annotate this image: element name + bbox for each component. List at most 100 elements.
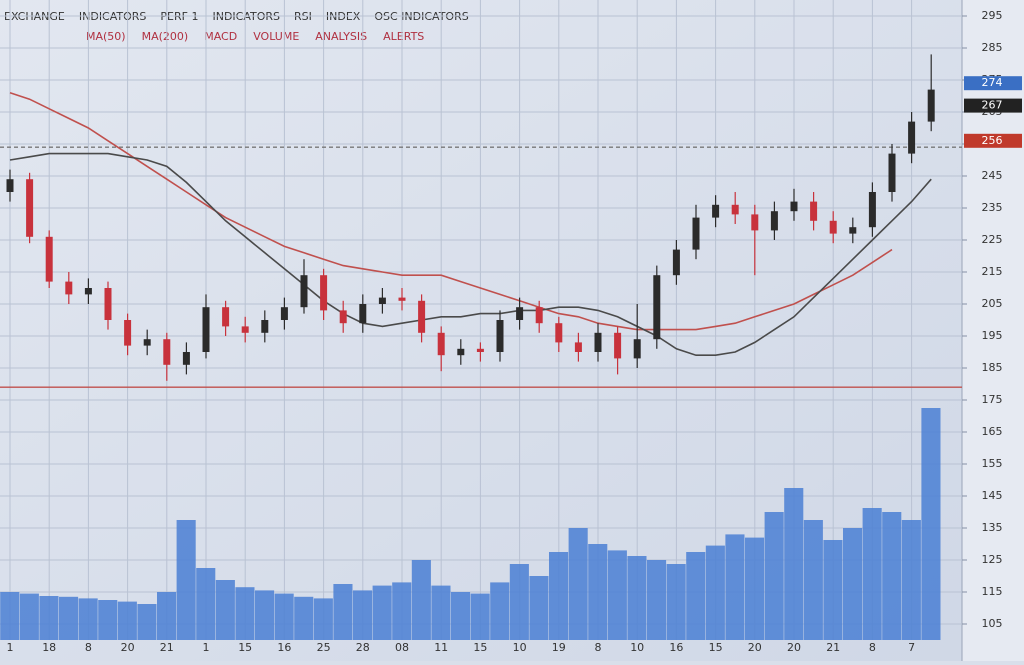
- price-tag: [964, 98, 1022, 113]
- y-tick-label: 135: [982, 521, 1003, 534]
- volume-bar: [215, 580, 235, 640]
- price-tag-label: 256: [982, 134, 1003, 147]
- x-tick-label: 11: [434, 641, 448, 654]
- indicator-item: MA(200): [142, 30, 189, 43]
- x-tick-label: 8: [869, 641, 876, 654]
- candle-body: [633, 339, 641, 359]
- candle-body: [437, 332, 445, 356]
- price-tag: [964, 76, 1022, 91]
- x-tick-label: 20: [748, 641, 762, 654]
- candle-body: [908, 121, 916, 154]
- volume-bar: [157, 592, 177, 640]
- y-tick-label: 155: [982, 457, 1003, 470]
- candle-body: [320, 275, 328, 311]
- candle-body: [163, 339, 171, 365]
- volume-bar: [509, 564, 529, 640]
- candle-body: [927, 89, 935, 122]
- volume-bar: [117, 601, 137, 640]
- moving-average: [9, 92, 893, 331]
- volume-bar: [745, 537, 765, 640]
- x-tick-label: 1: [203, 641, 210, 654]
- y-tick-label: 245: [982, 169, 1003, 182]
- y-tick-label: 285: [982, 41, 1003, 54]
- volume-bar: [901, 520, 921, 640]
- volume-bar: [451, 592, 471, 640]
- indicator-item: ALERTS: [383, 30, 424, 43]
- volume-bar: [39, 596, 59, 640]
- candle-body: [280, 307, 288, 320]
- candle-body: [104, 288, 112, 320]
- price-tag: [964, 133, 1022, 148]
- x-tick-label: 21: [160, 641, 174, 654]
- candle-body: [222, 307, 230, 327]
- volume-bar: [803, 520, 823, 640]
- x-tick-label: 28: [356, 641, 370, 654]
- volume-bar: [882, 512, 902, 640]
- indicator-item: MACD: [204, 30, 237, 43]
- x-tick-label: 7: [908, 641, 915, 654]
- candle-body: [418, 300, 426, 333]
- candle-body: [829, 220, 837, 234]
- volume-bar: [235, 587, 255, 640]
- candle-body: [810, 201, 818, 221]
- volume-bar: [627, 556, 647, 640]
- y-tick-label: 195: [982, 329, 1003, 342]
- candle-body: [614, 332, 622, 359]
- volume-bar: [78, 598, 98, 640]
- candle-body: [516, 307, 524, 320]
- candle-body: [84, 288, 92, 295]
- candle-body: [182, 352, 190, 365]
- x-tick-label: 8: [85, 641, 92, 654]
- volume-bar: [137, 604, 157, 640]
- x-tick-label: 21: [826, 641, 840, 654]
- x-tick-label: 18: [42, 641, 56, 654]
- candle-body: [241, 326, 249, 333]
- y-tick-label: 185: [982, 361, 1003, 374]
- moving-average: [9, 152, 932, 356]
- x-tick-label: 15: [709, 641, 723, 654]
- volume-bar: [431, 585, 451, 640]
- volume-bar: [59, 596, 79, 640]
- x-tick-label: 16: [277, 641, 291, 654]
- x-tick-label: 25: [317, 641, 331, 654]
- y-tick-label: 115: [982, 585, 1003, 598]
- candle-body: [45, 236, 53, 282]
- volume-bar: [666, 564, 686, 640]
- candle-body: [378, 297, 386, 304]
- candle-body: [398, 297, 406, 301]
- volume-bar: [353, 590, 373, 640]
- candle-body: [849, 227, 857, 234]
- volume-bar: [0, 592, 20, 640]
- candle-body: [555, 323, 563, 343]
- volume-bar: [470, 593, 490, 640]
- price-tag-label: 267: [982, 99, 1003, 112]
- y-tick-label: 125: [982, 553, 1003, 566]
- x-tick-label: 15: [473, 641, 487, 654]
- volume-bar: [686, 552, 706, 640]
- x-tick-label: 8: [595, 641, 602, 654]
- x-tick-label: 16: [669, 641, 683, 654]
- y-tick-label: 145: [982, 489, 1003, 502]
- y-tick-label: 295: [982, 9, 1003, 22]
- indicator-item: MA(50): [86, 30, 126, 43]
- volume-bar: [313, 598, 333, 640]
- volume-bar: [529, 576, 549, 640]
- candle-body: [300, 275, 308, 308]
- y-tick-label: 205: [982, 297, 1003, 310]
- candle-body: [692, 217, 700, 250]
- candle-body: [770, 211, 778, 231]
- price-tag-label: 274: [982, 76, 1003, 89]
- volume-bar: [568, 528, 588, 640]
- volume-bar: [196, 568, 216, 640]
- volume-bar: [823, 540, 843, 640]
- volume-bar: [176, 520, 196, 640]
- x-tick-label: 20: [121, 641, 135, 654]
- candle-body: [457, 348, 465, 356]
- y-tick-label: 235: [982, 201, 1003, 214]
- indicator-item: ANALYSIS: [315, 30, 367, 43]
- volume-bar: [274, 593, 294, 640]
- volume-bar: [98, 600, 118, 640]
- candle-body: [888, 153, 896, 192]
- candle-body: [712, 204, 720, 218]
